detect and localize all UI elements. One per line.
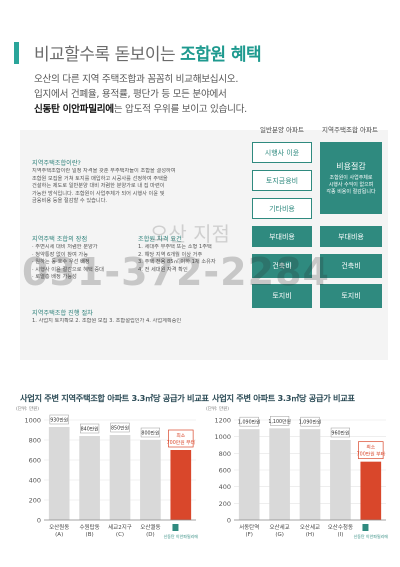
box-incidental-right: 부대비용 (320, 226, 382, 247)
box-land-finance: 토지금융비 (252, 170, 312, 191)
value-label-box (270, 416, 290, 426)
x-tick-label: (D) (146, 532, 155, 538)
data-label: 960만원 (331, 430, 349, 437)
x-tick-label: 신동탄 이안파밀리에 (164, 533, 199, 539)
x-tick-label: (C) (116, 532, 124, 538)
data-label: 최소 (366, 444, 375, 451)
brand-logo-mark (172, 524, 179, 531)
data-label: 840만원 (81, 426, 99, 433)
data-label: 700만원 부터 (167, 439, 195, 446)
data-label: 800만원 (141, 430, 159, 437)
box-construction-right: 건축비 (320, 254, 382, 278)
watermark-small: 오산 지점 (150, 222, 230, 246)
bar (48, 427, 70, 520)
left-col-head: 일반분양 아파트 (260, 126, 304, 134)
value-label-box (49, 414, 69, 425)
data-label: 1,090만원 (299, 419, 322, 426)
y-tick-label: 600 (219, 467, 231, 475)
value-label-box (140, 427, 160, 438)
bar (269, 428, 290, 520)
intro-line-3: 신동탄 이안파밀리에는 압도적 우위를 보이고 있습니다. (34, 104, 247, 115)
bar (360, 461, 382, 520)
value-label-box (80, 423, 100, 434)
y-tick-label: 1000 (24, 417, 41, 425)
bar (79, 436, 100, 520)
x-tick-label: 오산수청동 (328, 523, 353, 531)
value-label-box (110, 422, 130, 433)
y-tick-label: 0 (227, 517, 231, 525)
x-tick-label: (I) (337, 532, 343, 538)
bar (109, 435, 131, 520)
data-label: 1,090만원 (238, 419, 261, 426)
chart-2-title: 사업지 주변 아파트 3.3㎡당 공급가 비교표 (212, 393, 355, 403)
box-incidental-left: 부대비용 (252, 226, 312, 247)
right-col-head: 지역주택조합 아파트 (322, 126, 378, 134)
x-tick-label: (H) (306, 532, 314, 538)
y-tick-label: 200 (29, 497, 41, 505)
highlight-label-box (358, 441, 384, 460)
data-label: 1,100만원 (268, 418, 291, 425)
y-tick-label: 400 (29, 477, 41, 485)
title-accent-bar (14, 42, 19, 64)
bar (170, 450, 192, 520)
x-tick-label: (A) (55, 532, 63, 538)
value-label-box (330, 427, 350, 438)
box-developer-profit: 시행사 이윤 (252, 142, 312, 163)
y-tick-label: 0 (37, 517, 41, 525)
x-tick-label: 오산세교 (300, 523, 320, 531)
watermark-phone: 031-372-2284 (22, 250, 330, 294)
y-tick-label: 600 (29, 457, 41, 465)
unit-label: (단위: 만원) (206, 405, 229, 412)
cond-title: 조합원 자격 요건 (138, 236, 182, 243)
box-construction-left: 건축비 (252, 254, 312, 278)
what-text: 지역주택조합이란 일정 자격을 갖춘 무주택자들이 조합을 결성하여 조합원 모집… (32, 168, 176, 204)
chart-1-title: 사업지 주변 지역주택조합 아파트 3.3㎡당 공급가 비교표 (20, 393, 209, 403)
y-tick-label: 800 (219, 450, 231, 458)
cond-list: 1. 세대주 무주택 또는 소형 1주택 2. 해당 지역 6개월 이상 거주 3.… (138, 244, 216, 273)
y-tick-label: 800 (29, 437, 41, 445)
x-tick-label: (F) (245, 532, 252, 538)
highlight-label-box (168, 429, 194, 448)
x-tick-label: 오산원동 (49, 523, 69, 531)
process-title: 지역주택조합 진행 절차 (32, 310, 93, 317)
x-tick-label: 신동탄 이안파밀리에 (354, 533, 389, 539)
pros-title: 지역주택 조합의 장점 (32, 236, 88, 243)
y-tick-label: 400 (219, 483, 231, 491)
bar (140, 440, 161, 520)
x-tick-label: (B) (86, 532, 94, 538)
data-label: 최소 (176, 432, 185, 439)
x-tick-label: (G) (275, 532, 284, 538)
brand-logo-mark (362, 524, 369, 531)
bar (238, 429, 260, 520)
x-tick-label: 수원탑동 (79, 523, 99, 531)
x-tick-label: 세교2지구 (108, 523, 132, 531)
box-land-right: 토지비 (320, 284, 382, 308)
value-label-box (300, 416, 320, 427)
pros-list: · 주변시세 대비 저렴한 분양가 · 청약통장 없이 참여 가능 · 원하는 동·… (32, 244, 104, 280)
x-tick-label: 오산세교 (269, 523, 289, 531)
info-panel: 지역주택조합이란? 지역주택조합이란 일정 자격을 갖춘 무주택자들이 조합을 … (20, 126, 388, 360)
unit-label: (단위: 만원) (16, 405, 39, 412)
y-tick-label: 1000 (214, 433, 231, 441)
bar (330, 440, 351, 520)
x-tick-label: 서동탄역 (239, 523, 259, 531)
box-etc-cost: 기타비용 (252, 198, 312, 219)
intro-line-2: 입지에서 건폐율, 용적률, 평단가 등 모든 분야에서 (34, 89, 227, 100)
data-label: 850만원 (111, 425, 129, 432)
what-title: 지역주택조합이란? (32, 160, 81, 167)
bar (299, 429, 321, 520)
data-label: 700만원 부터 (357, 451, 385, 458)
value-label-box (239, 416, 259, 427)
chart-2: (단위: 만원) 0 200 400 600 800 1000 1200 1,090만원서동탄역… (206, 405, 389, 539)
intro-line-1: 오산의 다른 지역 주택조합과 꼼꼼히 비교해보십시오. (34, 74, 239, 85)
process-text: 1. 사업지 토지확보 2. 조합원 모집 3. 조합설립인가 4. 사업계획승… (32, 318, 182, 324)
page-title: 비교할수록 돋보이는 조합원 혜택 (34, 45, 262, 65)
y-tick-label: 1200 (214, 417, 231, 425)
box-cost-saving: 비용절감 조합원이 사업주체로 시행사 수익이 없으며 각종 비용이 절감됩니다 (320, 142, 382, 214)
x-tick-label: 오산궐동 (140, 523, 160, 531)
y-tick-label: 200 (219, 500, 231, 508)
data-label: 930만원 (50, 417, 68, 424)
box-land-left: 토지비 (252, 284, 312, 308)
